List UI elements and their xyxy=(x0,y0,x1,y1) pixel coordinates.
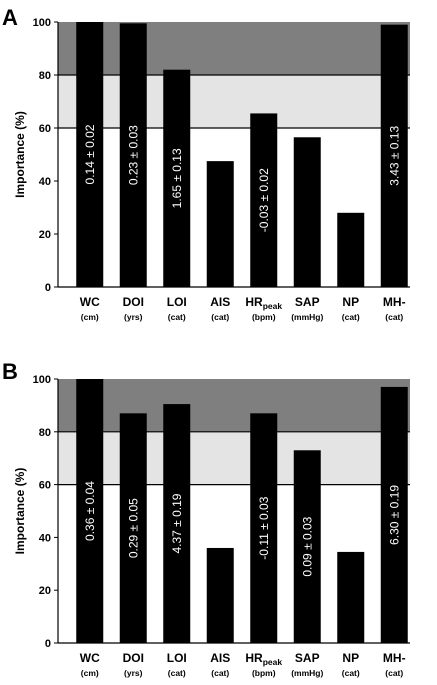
background-band xyxy=(58,22,410,75)
bar xyxy=(250,413,278,643)
x-tick-label: HRpeak xyxy=(245,295,282,311)
bar-data-label: -0.11 ± 0.03 xyxy=(257,496,271,559)
x-tick-unit: (bpm) xyxy=(252,312,276,322)
x-tick-label: DOI xyxy=(123,295,144,309)
bar xyxy=(163,404,191,643)
bar xyxy=(337,551,365,643)
chart-panel-b: B 0 20 40 60 80 100 Importance (%) 0.36 ± 0.04 WC… xyxy=(2,359,410,678)
x-tick-label: AIS xyxy=(210,295,230,309)
y-tick-label: 40 xyxy=(39,176,51,188)
x-tick-label: AIS xyxy=(210,651,230,665)
y-tick-label: 60 xyxy=(39,480,51,492)
y-axis-label: Importance (%) xyxy=(13,111,27,198)
x-tick-label: LOI xyxy=(167,295,187,309)
bar-data-label: 3.43 ± 0.13 xyxy=(387,126,401,186)
y-tick-label: 100 xyxy=(33,17,51,29)
bar xyxy=(250,113,278,287)
bar xyxy=(76,22,104,287)
bar-data-label: 0.29 ± 0.05 xyxy=(126,498,140,558)
y-tick-label: 0 xyxy=(45,282,51,294)
bar xyxy=(163,69,191,287)
x-tick-unit: (cm) xyxy=(81,668,99,678)
bar xyxy=(119,413,147,643)
x-tick-label: NP xyxy=(342,295,359,309)
x-tick-unit: (cat) xyxy=(211,668,229,678)
background-band xyxy=(58,75,410,128)
bar-data-label: 0.14 ± 0.02 xyxy=(83,124,97,184)
x-tick-label: WC xyxy=(80,651,100,665)
bar-data-label: 0.36 ± 0.04 xyxy=(83,481,97,541)
x-tick-unit: (yrs) xyxy=(124,668,143,678)
bar-data-label: 0.23 ± 0.03 xyxy=(126,125,140,185)
x-tick-label: WC xyxy=(80,295,100,309)
bar xyxy=(206,161,234,287)
y-tick-label: 20 xyxy=(39,585,51,597)
x-tick-unit: (cm) xyxy=(81,312,99,322)
bar xyxy=(76,379,104,643)
y-axis-label: Importance (%) xyxy=(13,468,27,555)
bar-data-label: -0.03 ± 0.02 xyxy=(257,168,271,232)
x-tick-unit: (cat) xyxy=(342,668,360,678)
x-tick-label: SAP xyxy=(295,651,320,665)
y-tick-label: 40 xyxy=(39,532,51,544)
bar-data-label: 4.37 ± 0.19 xyxy=(170,493,184,553)
bar xyxy=(380,386,408,643)
chart-panel-a: A 0 20 40 60 80 100 Importance (%) 0.14 ± 0.02 WC… xyxy=(2,5,410,322)
bar xyxy=(293,450,321,643)
bar xyxy=(119,23,147,287)
y-tick-label: 20 xyxy=(39,229,51,241)
y-tick-label: 60 xyxy=(39,123,51,135)
bar xyxy=(380,24,408,288)
bar xyxy=(293,137,321,287)
bar-data-label: 1.65 ± 0.13 xyxy=(170,148,184,208)
x-tick-unit: (cat) xyxy=(168,312,186,322)
x-tick-unit: (cat) xyxy=(211,312,229,322)
x-tick-unit: (cat) xyxy=(342,312,360,322)
x-tick-label: SAP xyxy=(295,295,320,309)
x-tick-unit: (bpm) xyxy=(252,668,276,678)
bar xyxy=(337,212,365,287)
x-tick-label: DOI xyxy=(123,651,144,665)
y-tick-label: 80 xyxy=(39,70,51,82)
x-tick-unit: (mmHg) xyxy=(291,668,323,678)
y-tick-label: 0 xyxy=(45,638,51,650)
bar-data-label: 0.09 ± 0.03 xyxy=(300,516,314,576)
y-tick-label: 80 xyxy=(39,427,51,439)
y-tick-label: 100 xyxy=(33,374,51,386)
bar xyxy=(206,547,234,643)
x-tick-unit: (yrs) xyxy=(124,312,143,322)
bar-data-label: 6.30 ± 0.19 xyxy=(387,485,401,545)
x-tick-label: HRpeak xyxy=(245,651,282,667)
x-tick-label: MH- xyxy=(383,651,406,665)
x-tick-label: MH- xyxy=(383,295,406,309)
x-tick-unit: (cat) xyxy=(385,668,403,678)
panel-letter: B xyxy=(2,359,18,384)
x-tick-unit: (cat) xyxy=(168,668,186,678)
background-band xyxy=(58,431,410,485)
panel-letter: A xyxy=(2,5,18,30)
x-tick-unit: (cat) xyxy=(385,312,403,322)
x-tick-label: NP xyxy=(342,651,359,665)
background-band xyxy=(58,379,410,432)
x-tick-unit: (mmHg) xyxy=(291,312,323,322)
x-tick-label: LOI xyxy=(167,651,187,665)
